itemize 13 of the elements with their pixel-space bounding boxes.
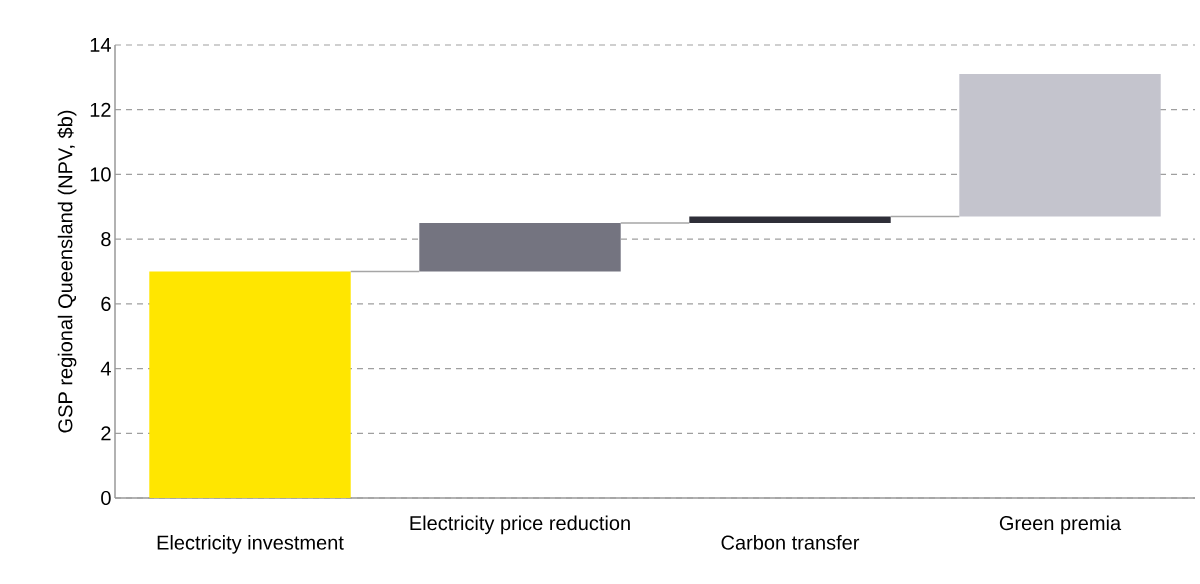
- y-tick-label: 2: [101, 426, 111, 441]
- y-tick-label: 12: [90, 102, 111, 117]
- y-axis-title: GSP regional Queensland (NPV, $b): [57, 110, 77, 433]
- x-tick-label: Green premia: [999, 515, 1122, 535]
- x-tick-label: Carbon transfer: [721, 535, 860, 550]
- y-tick-label: 8: [101, 232, 111, 247]
- y-tick-label: 10: [90, 167, 111, 182]
- x-tick-label: Electricity price reduction: [410, 515, 630, 535]
- y-tick-label: 14: [90, 38, 111, 52]
- y-tick-label: 4: [100, 361, 111, 376]
- y-tick-label: 0: [101, 490, 111, 506]
- x-tick-label: Electricity investment: [157, 535, 344, 554]
- y-tick-label: 6: [101, 296, 111, 311]
